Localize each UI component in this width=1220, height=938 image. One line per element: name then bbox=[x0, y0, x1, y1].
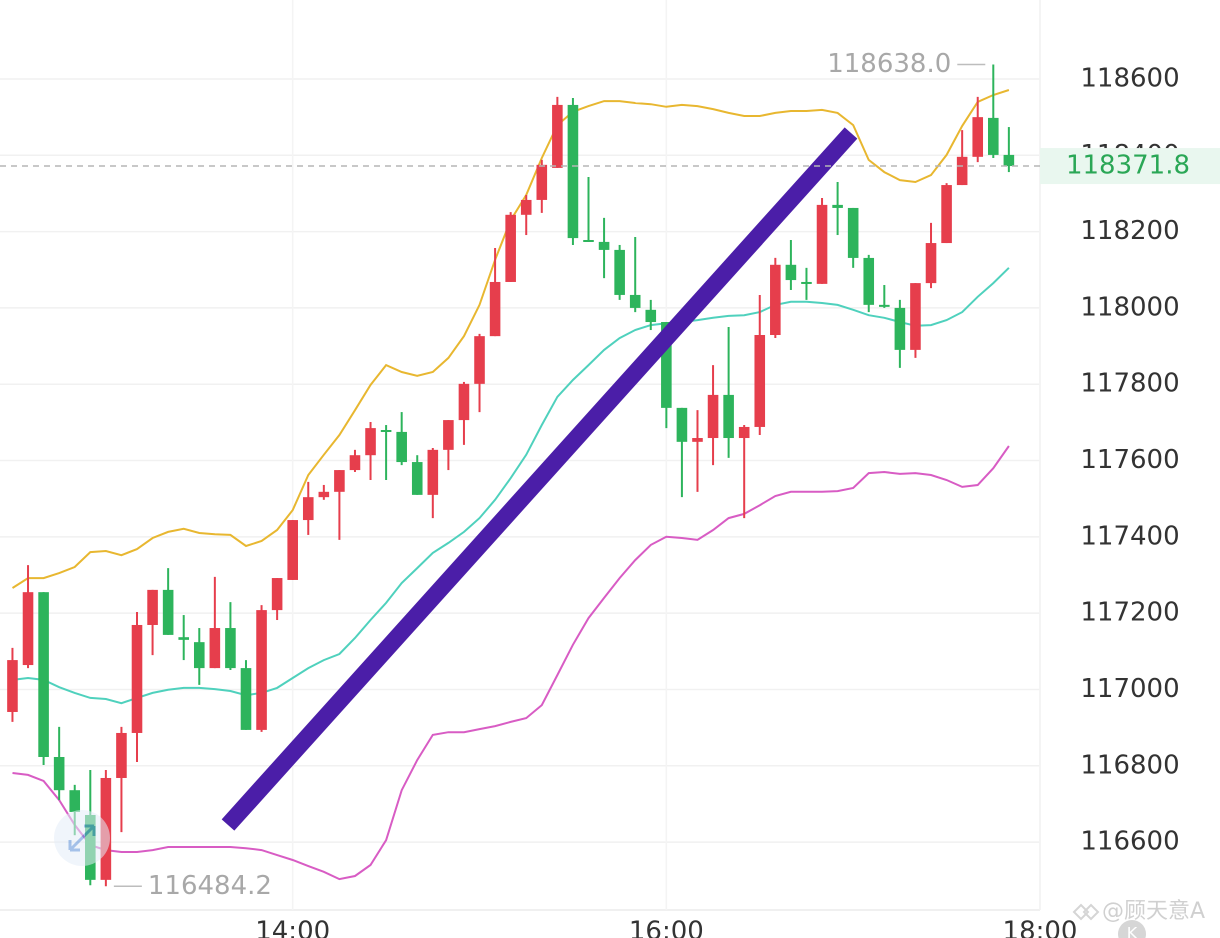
candle-body bbox=[334, 470, 345, 492]
candle-body bbox=[69, 790, 81, 812]
y-tick-label: 117000 bbox=[1080, 674, 1179, 704]
current-price-label: 118371.8 bbox=[1066, 151, 1190, 181]
candle-body bbox=[474, 336, 485, 384]
candle-body bbox=[988, 117, 999, 155]
candle-body bbox=[162, 589, 174, 635]
x-tick-label: 18:00 bbox=[1003, 917, 1078, 938]
x-tick-label: 16:00 bbox=[629, 917, 704, 938]
min-label: 116484.2 bbox=[148, 871, 272, 901]
candle-body bbox=[972, 117, 984, 157]
candle-body bbox=[910, 283, 921, 350]
candle-body bbox=[427, 449, 439, 495]
candle-body bbox=[7, 660, 18, 712]
candle-body bbox=[147, 589, 158, 625]
candle-body bbox=[536, 164, 548, 200]
y-tick-label: 118200 bbox=[1080, 216, 1179, 246]
candle-body bbox=[941, 185, 952, 244]
candle-body bbox=[22, 592, 34, 666]
max-label: 118638.0 bbox=[827, 49, 951, 79]
candle-body bbox=[738, 426, 750, 439]
candle-body bbox=[271, 578, 283, 611]
candle-body bbox=[847, 207, 859, 258]
watermark: @顾天意A bbox=[1102, 899, 1205, 924]
candle-body bbox=[365, 428, 376, 456]
candle-body bbox=[832, 204, 843, 208]
current-price-box bbox=[1040, 148, 1220, 185]
zoom-icon-arrows[interactable] bbox=[68, 824, 96, 852]
candle-body bbox=[520, 199, 532, 215]
candle-body bbox=[770, 264, 781, 336]
y-tick-label: 117600 bbox=[1080, 445, 1179, 475]
candle-body bbox=[754, 335, 766, 427]
candle-body bbox=[443, 420, 454, 450]
candle-body bbox=[256, 610, 267, 730]
candle-body bbox=[458, 383, 470, 421]
y-tick-label: 118600 bbox=[1080, 63, 1179, 93]
candle-body bbox=[552, 104, 563, 168]
watermark-group: @顾天意A K bbox=[1072, 899, 1205, 938]
candle-body bbox=[863, 257, 875, 305]
annotation-layer: 118638.0 116484.2 118371.8 bbox=[0, 49, 1220, 901]
candle-body bbox=[38, 592, 49, 757]
candle-body bbox=[287, 520, 298, 580]
candle-body bbox=[956, 156, 968, 186]
trend-line bbox=[221, 127, 858, 831]
y-tick-label: 117200 bbox=[1080, 598, 1179, 628]
candle-body bbox=[676, 407, 688, 442]
candle-body bbox=[614, 249, 625, 295]
y-tick-label: 117800 bbox=[1080, 369, 1179, 399]
candle-body bbox=[53, 756, 65, 791]
candle-body bbox=[225, 628, 236, 669]
badge[interactable]: K bbox=[1127, 924, 1138, 938]
candle-body bbox=[645, 309, 657, 323]
candle-body bbox=[489, 281, 501, 337]
band-line bbox=[12, 445, 1010, 881]
candle-body bbox=[661, 322, 672, 408]
y-tick-label: 117400 bbox=[1080, 521, 1179, 551]
zoom-icon[interactable] bbox=[54, 810, 110, 866]
candle-body bbox=[583, 239, 594, 242]
candle-body bbox=[723, 394, 734, 439]
candle-body bbox=[505, 214, 516, 282]
candle-body bbox=[707, 394, 719, 439]
candle-body bbox=[598, 241, 610, 250]
candle-body bbox=[193, 642, 205, 669]
y-tick-label: 116600 bbox=[1080, 827, 1179, 857]
candle-body bbox=[302, 497, 314, 521]
candle-body bbox=[816, 204, 828, 284]
candle-body bbox=[380, 430, 392, 433]
watermark-logo bbox=[1072, 903, 1100, 921]
candle-body bbox=[567, 104, 579, 239]
y-tick-label: 116800 bbox=[1080, 750, 1179, 780]
band-line bbox=[12, 267, 1010, 705]
candle-body bbox=[411, 462, 423, 495]
candle-body bbox=[209, 628, 221, 669]
candle-body bbox=[318, 491, 330, 498]
candle-body bbox=[1003, 154, 1015, 167]
candle-body bbox=[801, 281, 812, 284]
candle-body bbox=[116, 732, 127, 778]
candle-body bbox=[894, 307, 906, 350]
candle-body bbox=[692, 438, 703, 442]
candles-layer bbox=[7, 64, 1015, 887]
candle-body bbox=[879, 304, 890, 307]
y-tick-label: 118000 bbox=[1080, 292, 1179, 322]
candle-body bbox=[396, 431, 407, 463]
x-tick-label: 14:00 bbox=[255, 917, 330, 938]
candle-body bbox=[629, 294, 641, 308]
candle-body bbox=[785, 264, 797, 281]
candle-body bbox=[178, 637, 190, 640]
badge-circle[interactable] bbox=[1118, 920, 1146, 938]
candle-body bbox=[131, 624, 143, 733]
candle-body bbox=[925, 243, 937, 284]
candle-body bbox=[240, 668, 252, 730]
candle-body bbox=[349, 455, 361, 471]
